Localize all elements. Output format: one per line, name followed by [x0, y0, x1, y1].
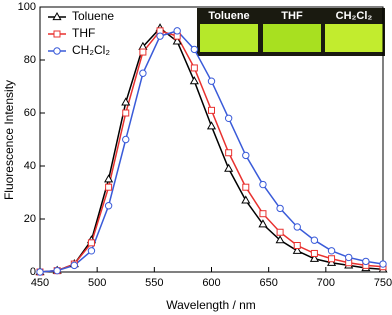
marker	[224, 163, 234, 172]
x-tick-label: 650	[259, 277, 277, 289]
marker	[139, 69, 147, 77]
x-tick-label: 750	[374, 277, 392, 289]
legend-marker	[52, 11, 62, 21]
marker	[104, 202, 113, 210]
marker	[327, 247, 336, 255]
marker	[328, 255, 336, 263]
marker	[121, 97, 131, 106]
marker	[208, 106, 215, 114]
marker	[206, 121, 217, 130]
marker	[292, 245, 302, 254]
marker	[276, 204, 284, 213]
x-tick-label: 600	[202, 277, 220, 289]
vial-ch2cl2	[325, 24, 383, 52]
marker	[310, 249, 318, 257]
marker	[87, 239, 95, 247]
marker	[189, 76, 199, 85]
x-tick-label: 550	[145, 277, 163, 289]
marker	[207, 77, 216, 85]
marker	[173, 27, 181, 35]
y-tick-label: 20	[24, 213, 36, 225]
legend-marker	[53, 47, 61, 55]
marker	[190, 45, 199, 54]
legend-label: CH₂Cl₂	[72, 43, 110, 57]
marker	[225, 149, 233, 157]
marker	[309, 253, 319, 262]
marker	[190, 64, 198, 72]
marker	[87, 247, 96, 255]
y-tick-label: 60	[24, 107, 36, 119]
marker	[276, 228, 284, 236]
legend-marker	[53, 30, 61, 38]
marker	[275, 235, 285, 244]
marker	[105, 183, 113, 191]
marker	[36, 268, 44, 276]
marker	[241, 195, 251, 204]
marker	[122, 135, 130, 144]
marker	[293, 242, 301, 249]
vial-thf	[263, 24, 321, 52]
marker	[122, 109, 130, 117]
marker	[242, 151, 250, 160]
marker	[104, 174, 114, 183]
marker	[258, 219, 268, 228]
marker	[156, 32, 164, 40]
marker	[172, 36, 182, 45]
marker	[242, 183, 250, 191]
x-tick-label: 500	[88, 277, 106, 289]
marker	[70, 261, 79, 270]
marker	[379, 260, 387, 268]
x-tick-label: 700	[317, 277, 335, 289]
marker	[259, 210, 267, 218]
marker	[259, 180, 267, 189]
y-tick-label: 80	[24, 54, 36, 66]
y-tick-label: 100	[18, 1, 36, 13]
legend-label: Toluene	[72, 9, 114, 23]
y-tick-label: 0	[30, 266, 36, 278]
marker	[293, 223, 301, 231]
legend-label: THF	[72, 26, 95, 40]
marker	[53, 266, 61, 275]
inset-label: CH₂Cl₂	[336, 10, 373, 22]
inset-label: THF	[281, 10, 303, 22]
x-tick-label: 450	[31, 277, 49, 289]
y-tick-label: 40	[24, 160, 36, 172]
marker	[362, 257, 370, 266]
vial-toluene	[200, 24, 258, 52]
y-axis-label: Fluorescence Intensity	[2, 80, 16, 200]
marker	[345, 253, 353, 262]
inset-label: Toluene	[208, 10, 249, 22]
marker	[310, 236, 319, 244]
x-axis-label: Wavelength / nm	[166, 298, 256, 312]
marker	[139, 48, 147, 56]
marker	[224, 114, 233, 123]
